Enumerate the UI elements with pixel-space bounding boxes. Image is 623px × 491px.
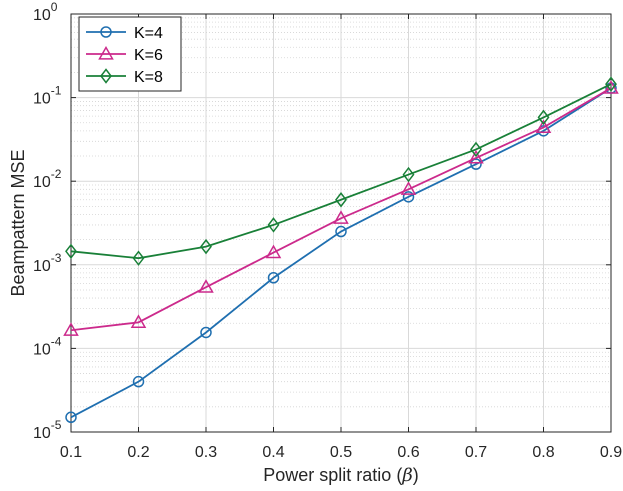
data-point-k6 bbox=[535, 119, 552, 134]
y-tick-label: 10-1 bbox=[33, 84, 62, 108]
y-tick-label-exponent: -1 bbox=[51, 84, 62, 98]
y-tick-label-exponent: 0 bbox=[51, 0, 58, 14]
legend-marker-k6 bbox=[98, 45, 114, 60]
series-line-k6 bbox=[70, 87, 612, 332]
series-k6 bbox=[63, 80, 619, 336]
y-tick-label-exponent: -5 bbox=[51, 418, 62, 432]
legend-label-k4: K=4 bbox=[134, 25, 163, 42]
data-point-k6 bbox=[468, 149, 484, 164]
data-point-k4 bbox=[335, 225, 347, 238]
y-tick-label-exponent: -3 bbox=[51, 251, 62, 265]
data-point-k8 bbox=[200, 238, 212, 255]
data-point-k8 bbox=[65, 243, 77, 260]
data-point-k4 bbox=[65, 411, 77, 424]
data-point-k6 bbox=[198, 279, 214, 293]
y-tick-label-base: 10 bbox=[33, 425, 51, 442]
y-axis-label: Beampattern MSE bbox=[8, 149, 28, 296]
y-tick-label: 100 bbox=[33, 0, 58, 24]
data-point-k8 bbox=[132, 250, 145, 266]
data-point-k6 bbox=[333, 210, 349, 224]
y-tick-label: 10-5 bbox=[33, 418, 62, 442]
y-tick-label-base: 10 bbox=[33, 174, 51, 191]
x-tick-label: 0.1 bbox=[60, 444, 82, 461]
data-point-k6 bbox=[265, 244, 282, 259]
series-k8 bbox=[65, 76, 617, 266]
x-tick-label: 0.3 bbox=[195, 444, 217, 461]
data-point-k6 bbox=[400, 181, 417, 195]
series-layer bbox=[63, 76, 619, 424]
x-axis-label-close: ) bbox=[413, 465, 419, 485]
x-tick-label: 0.2 bbox=[127, 444, 149, 461]
data-point-k8 bbox=[402, 166, 415, 183]
x-tick-label: 0.9 bbox=[600, 444, 622, 461]
data-point-k4 bbox=[470, 158, 482, 170]
y-tick-label: 10-4 bbox=[33, 334, 62, 358]
x-axis-label-main: Power split ratio ( bbox=[263, 465, 402, 485]
data-point-k8 bbox=[470, 141, 482, 158]
data-point-k8 bbox=[267, 217, 280, 233]
legend-marker-k8 bbox=[100, 68, 112, 84]
x-axis-label: Power split ratio (β) bbox=[263, 465, 418, 486]
legend-marker-k4 bbox=[100, 26, 112, 38]
data-point-k4 bbox=[200, 326, 212, 339]
x-tick-label: 0.7 bbox=[465, 444, 487, 461]
data-point-k4 bbox=[402, 191, 415, 203]
y-tick-label-exponent: -2 bbox=[51, 167, 62, 181]
x-tick-label: 0.5 bbox=[330, 444, 352, 461]
x-tick-label: 0.6 bbox=[397, 444, 419, 461]
y-tick-label: 10-3 bbox=[33, 251, 62, 275]
x-tick-label: 0.8 bbox=[532, 444, 554, 461]
data-point-k8 bbox=[537, 109, 550, 126]
y-tick-label: 10-2 bbox=[33, 167, 62, 191]
data-point-k8 bbox=[605, 76, 617, 92]
series-line-k8 bbox=[70, 83, 612, 260]
data-point-k8 bbox=[335, 192, 347, 208]
y-tick-label-exponent: -4 bbox=[51, 334, 62, 348]
x-axis-label-symbol: β bbox=[401, 465, 412, 486]
data-point-k6 bbox=[130, 314, 147, 328]
x-tick-label: 0.4 bbox=[262, 444, 284, 461]
y-tick-label-base: 10 bbox=[33, 341, 51, 358]
legend-label-k8: K=8 bbox=[134, 69, 163, 86]
series-line-k4 bbox=[70, 87, 612, 419]
legend-label-k6: K=6 bbox=[134, 47, 163, 64]
x-axis-ticks: 0.1 0.2 0.3 0.4 0.5 0.6 0.7 0.8 0.9 bbox=[60, 14, 622, 461]
data-point-k4 bbox=[132, 375, 145, 388]
data-point-k6 bbox=[63, 322, 79, 336]
y-tick-label-base: 10 bbox=[33, 91, 51, 108]
y-tick-label-base: 10 bbox=[33, 258, 51, 275]
data-point-k4 bbox=[267, 271, 280, 284]
legend: K=4 K=6 K=8 bbox=[78, 16, 182, 92]
y-tick-label-base: 10 bbox=[33, 7, 51, 24]
